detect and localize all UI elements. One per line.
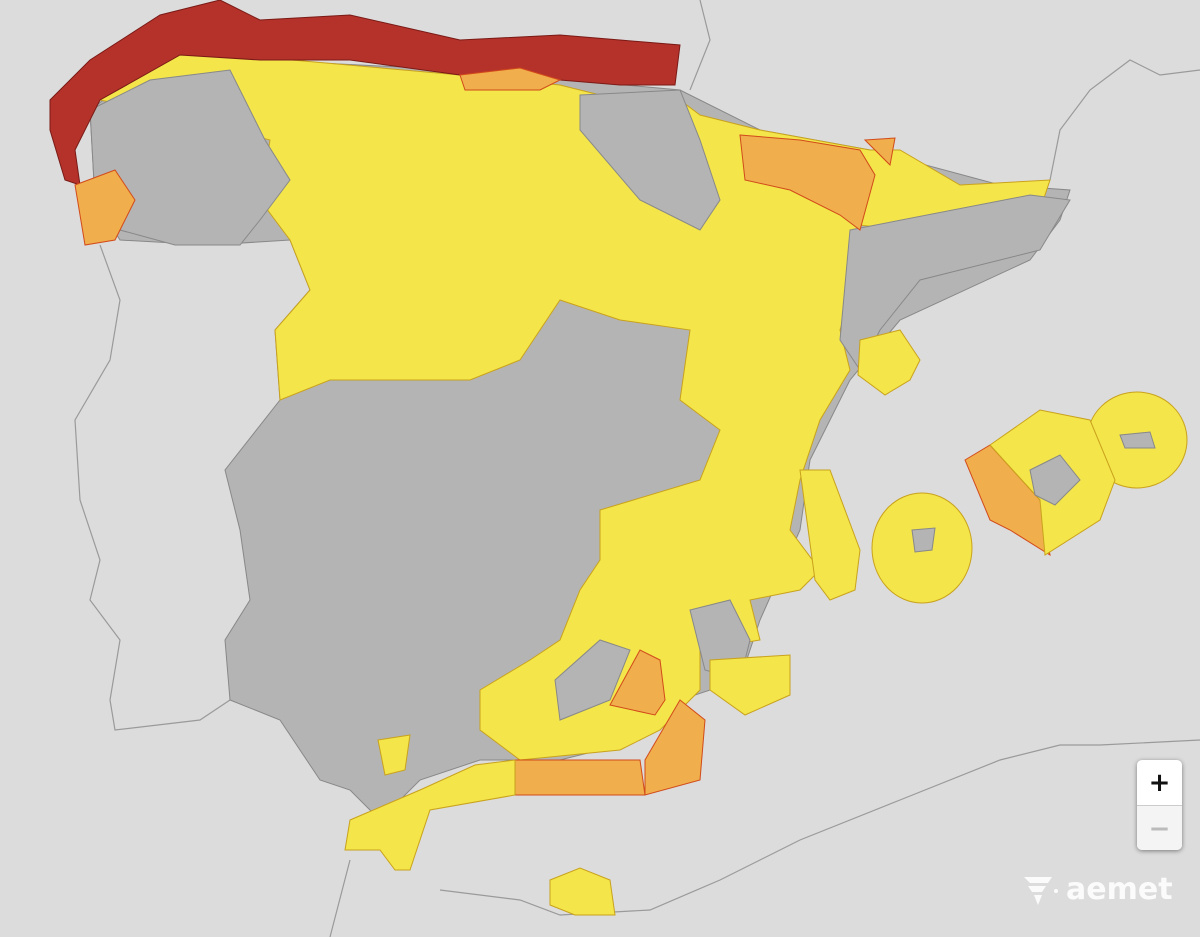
region-orange-almeria: [644, 699, 706, 796]
no-warning-patches: [89, 69, 1071, 721]
region-orange-navarra: [739, 134, 876, 231]
island-menorca: [1119, 431, 1156, 449]
zone-catalonia-sea: [857, 329, 921, 396]
region-orange-pyrenees: [863, 137, 896, 167]
region-red-warning-north-coast[interactable]: [49, 0, 681, 186]
region-orange-rias-baixas: [74, 169, 136, 246]
zone-melilla: [549, 867, 616, 916]
aemet-logo-icon: [1024, 876, 1058, 905]
zone-murcia-sea: [709, 654, 791, 716]
island-mallorca: [1029, 454, 1081, 506]
islands: [911, 431, 1156, 553]
zoom-out-button[interactable]: −: [1137, 806, 1182, 850]
zoom-in-button[interactable]: +: [1137, 760, 1182, 806]
background-borders: [74, 0, 1200, 937]
orange-warning-areas[interactable]: [74, 67, 1051, 796]
zone-huelva: [377, 734, 411, 776]
zone-cadiz: [344, 759, 516, 871]
region-orange-south-coast: [514, 759, 646, 796]
zone-valencia-sea: [799, 469, 861, 601]
region-orange-cantabria-coast: [459, 67, 562, 91]
zoom-control: + −: [1137, 760, 1182, 850]
aemet-logo: aemet: [1022, 872, 1173, 907]
island-ibiza: [911, 527, 936, 553]
region-orange-granada: [609, 649, 666, 716]
aemet-logo-text: aemet: [1066, 872, 1173, 907]
